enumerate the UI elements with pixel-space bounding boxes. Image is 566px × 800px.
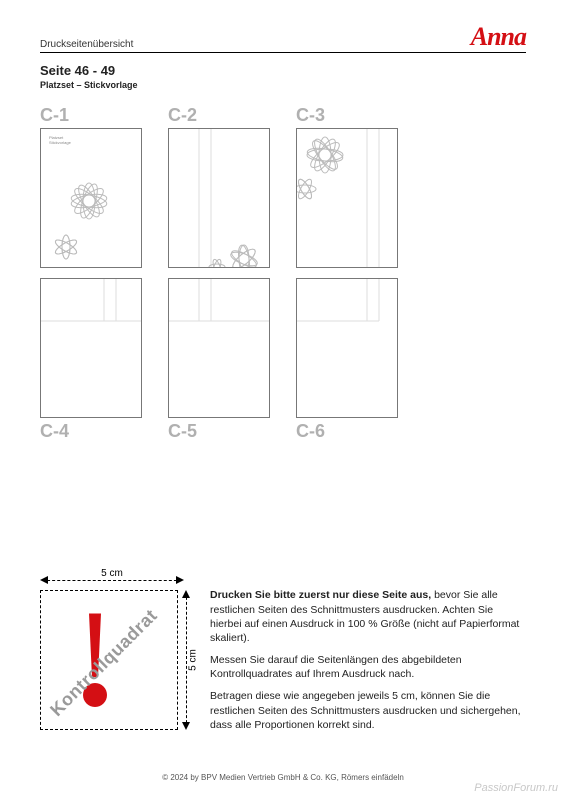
title-block: Seite 46 - 49 Platzset – Stickvorlage [40, 63, 526, 90]
thumb-c2: C-2 [168, 106, 270, 268]
flower-icon [229, 244, 259, 268]
instruction-p1-bold: Drucken Sie bitte zuerst nur diese Seite… [210, 589, 431, 601]
thumb-preview-svg [297, 129, 398, 268]
subtitle: Platzset – Stickvorlage [40, 80, 526, 90]
thumb-c3: C-3 [296, 106, 398, 268]
page: Druckseitenübersicht Anna Seite 46 - 49 … [0, 0, 566, 800]
watermark: PassionForum.ru [474, 782, 558, 794]
dim-v-label: 5 cm [188, 648, 199, 674]
thumb-row-2: C-4 C-5 C-6 [40, 278, 526, 440]
page-range: Seite 46 - 49 [40, 63, 526, 78]
thumb-c1: C-1 Platzset Stickvorlage [40, 106, 142, 268]
thumb-row-1: C-1 Platzset Stickvorlage [40, 106, 526, 268]
thumb-box [40, 278, 142, 418]
thumb-box [168, 278, 270, 418]
thumb-c4: C-4 [40, 278, 142, 440]
copyright-footer: © 2024 by BPV Medien Vertrieb GmbH & Co.… [0, 773, 566, 782]
instructions: Drucken Sie bitte zuerst nur diese Seite… [210, 572, 526, 740]
thumb-label: C-1 [40, 106, 142, 124]
flower-icon [70, 182, 108, 220]
page-header: Druckseitenübersicht Anna [40, 24, 526, 53]
control-square-wrap: 5 cm Kontrollquadrat 5 cm [40, 572, 196, 730]
thumb-preview-svg [169, 129, 270, 268]
thumb-label: C-2 [168, 106, 270, 124]
dimension-vertical: 5 cm [178, 590, 196, 730]
thumb-caption-2: Stickvorlage [49, 140, 72, 145]
instruction-p2: Messen Sie darauf die Seitenlängen des a… [210, 653, 526, 681]
section-label: Druckseitenübersicht [40, 39, 133, 50]
arrow-down-icon [182, 722, 190, 730]
arrow-right-icon [176, 576, 184, 584]
thumb-box: Platzset Stickvorlage [40, 128, 142, 268]
brand-logo: Anna [471, 24, 526, 50]
thumb-c5: C-5 [168, 278, 270, 440]
thumb-c6: C-6 [296, 278, 398, 440]
thumb-label: C-5 [168, 422, 270, 440]
instruction-p1: Drucken Sie bitte zuerst nur diese Seite… [210, 588, 526, 645]
control-section: 5 cm Kontrollquadrat 5 cm Drucken Sie bi… [40, 572, 526, 740]
control-square: Kontrollquadrat [40, 590, 178, 730]
thumb-label: C-6 [296, 422, 398, 440]
flower-icon-small [54, 235, 79, 259]
thumb-box [296, 128, 398, 268]
thumb-label: C-4 [40, 422, 142, 440]
dim-h-label: 5 cm [92, 568, 132, 579]
flower-icon [306, 136, 344, 173]
thumb-label: C-3 [296, 106, 398, 124]
thumb-preview-svg: Platzset Stickvorlage [41, 129, 142, 268]
thumb-box [296, 278, 398, 418]
thumb-box [168, 128, 270, 268]
instruction-p3: Betragen diese wie angegeben jeweils 5 c… [210, 689, 526, 732]
flower-icon-small [297, 177, 316, 200]
control-square-label: Kontrollquadrat [46, 605, 162, 721]
dimension-horizontal: 5 cm [40, 572, 184, 590]
thumbnail-grid: C-1 Platzset Stickvorlage [40, 106, 526, 440]
